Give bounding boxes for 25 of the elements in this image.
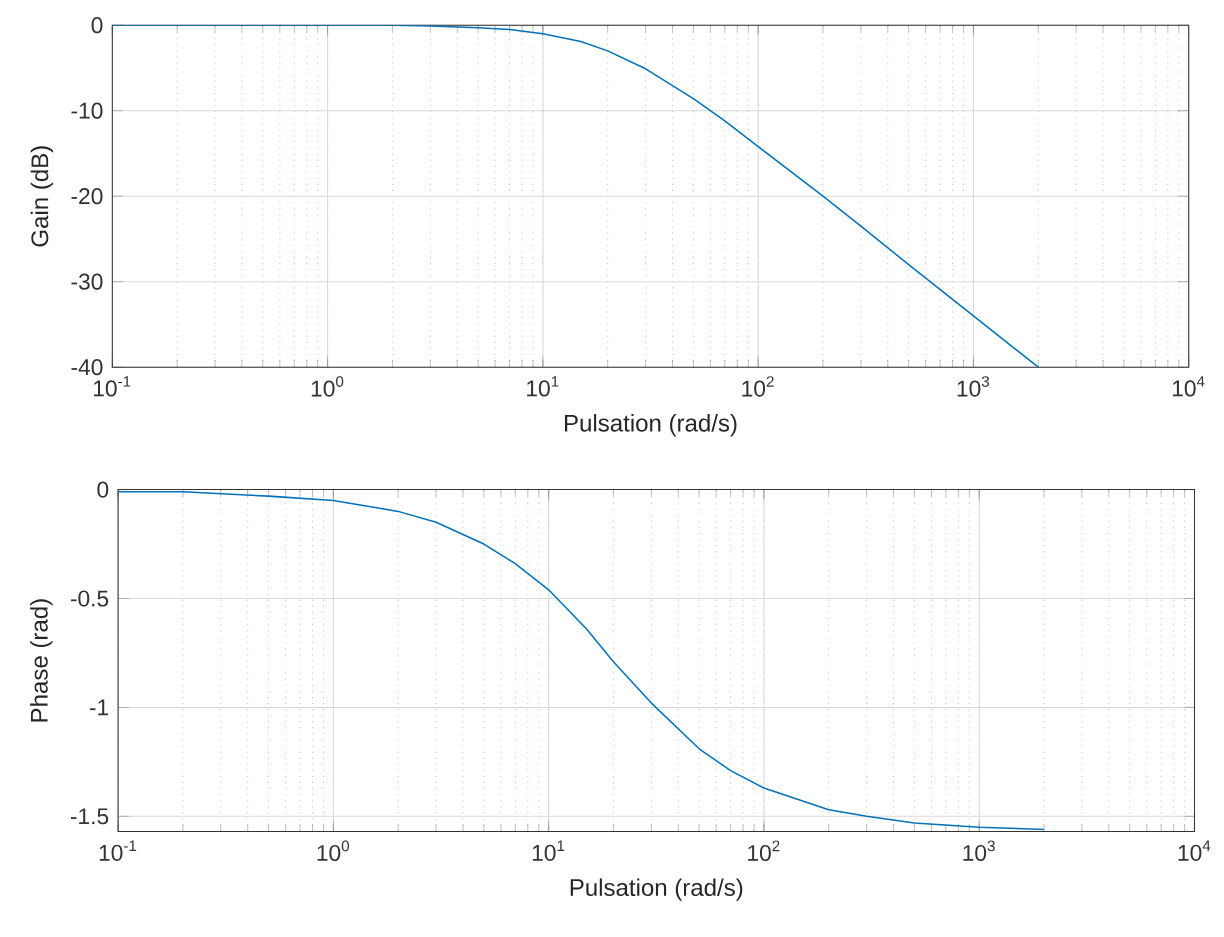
y-tick-label: -0.5 <box>70 590 109 607</box>
y-tick-label: -1.5 <box>70 808 109 825</box>
x-tick-label: 10$^{0}$ <box>317 840 350 862</box>
y-tick-label: -20 <box>71 188 103 205</box>
y-tick-label: -1 <box>89 699 109 716</box>
x-tick-label: 10$^{0}$ <box>311 376 344 397</box>
x-tick-label: 10$^{2}$ <box>748 840 780 862</box>
y-tick-label: -40 <box>71 359 103 376</box>
x-tick-label: 10$^{-1}$ <box>99 840 137 862</box>
x-tick-label: 10$^{4}$ <box>1172 376 1205 397</box>
y-tick-label: 0 <box>97 481 109 498</box>
x-tick-label: 10$^{1}$ <box>532 840 565 862</box>
x-axis-title: Pulsation (rad/s) <box>564 414 737 437</box>
y-tick-label: -10 <box>71 102 103 119</box>
x-tick-label: 10$^{4}$ <box>1178 840 1211 862</box>
x-tick-label: 10$^{3}$ <box>963 840 995 862</box>
x-tick-label: 10$^{2}$ <box>742 376 774 397</box>
y-axis-title: Phase (rad) <box>30 599 53 722</box>
y-tick-label: 0 <box>91 17 103 34</box>
x-tick-label: 10$^{-1}$ <box>94 376 131 397</box>
y-tick-label: -30 <box>71 273 103 290</box>
x-axis-title: Pulsation (rad/s) <box>570 878 743 901</box>
x-tick-label: 10$^{3}$ <box>957 376 990 397</box>
x-tick-label: 10$^{1}$ <box>527 376 559 397</box>
y-axis-title: Gain (dB) <box>30 146 54 247</box>
